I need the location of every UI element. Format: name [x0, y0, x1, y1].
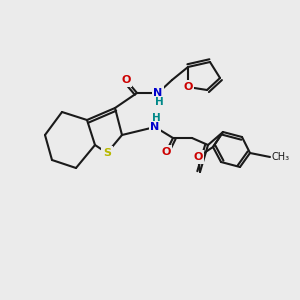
Text: O: O: [121, 75, 131, 85]
Text: N: N: [150, 122, 160, 132]
Text: O: O: [183, 82, 193, 92]
Text: O: O: [193, 152, 203, 162]
Text: CH₃: CH₃: [272, 152, 290, 162]
Text: S: S: [103, 148, 111, 158]
Text: H: H: [154, 97, 164, 107]
Text: H: H: [152, 113, 160, 123]
Text: N: N: [153, 88, 163, 98]
Text: O: O: [161, 147, 171, 157]
